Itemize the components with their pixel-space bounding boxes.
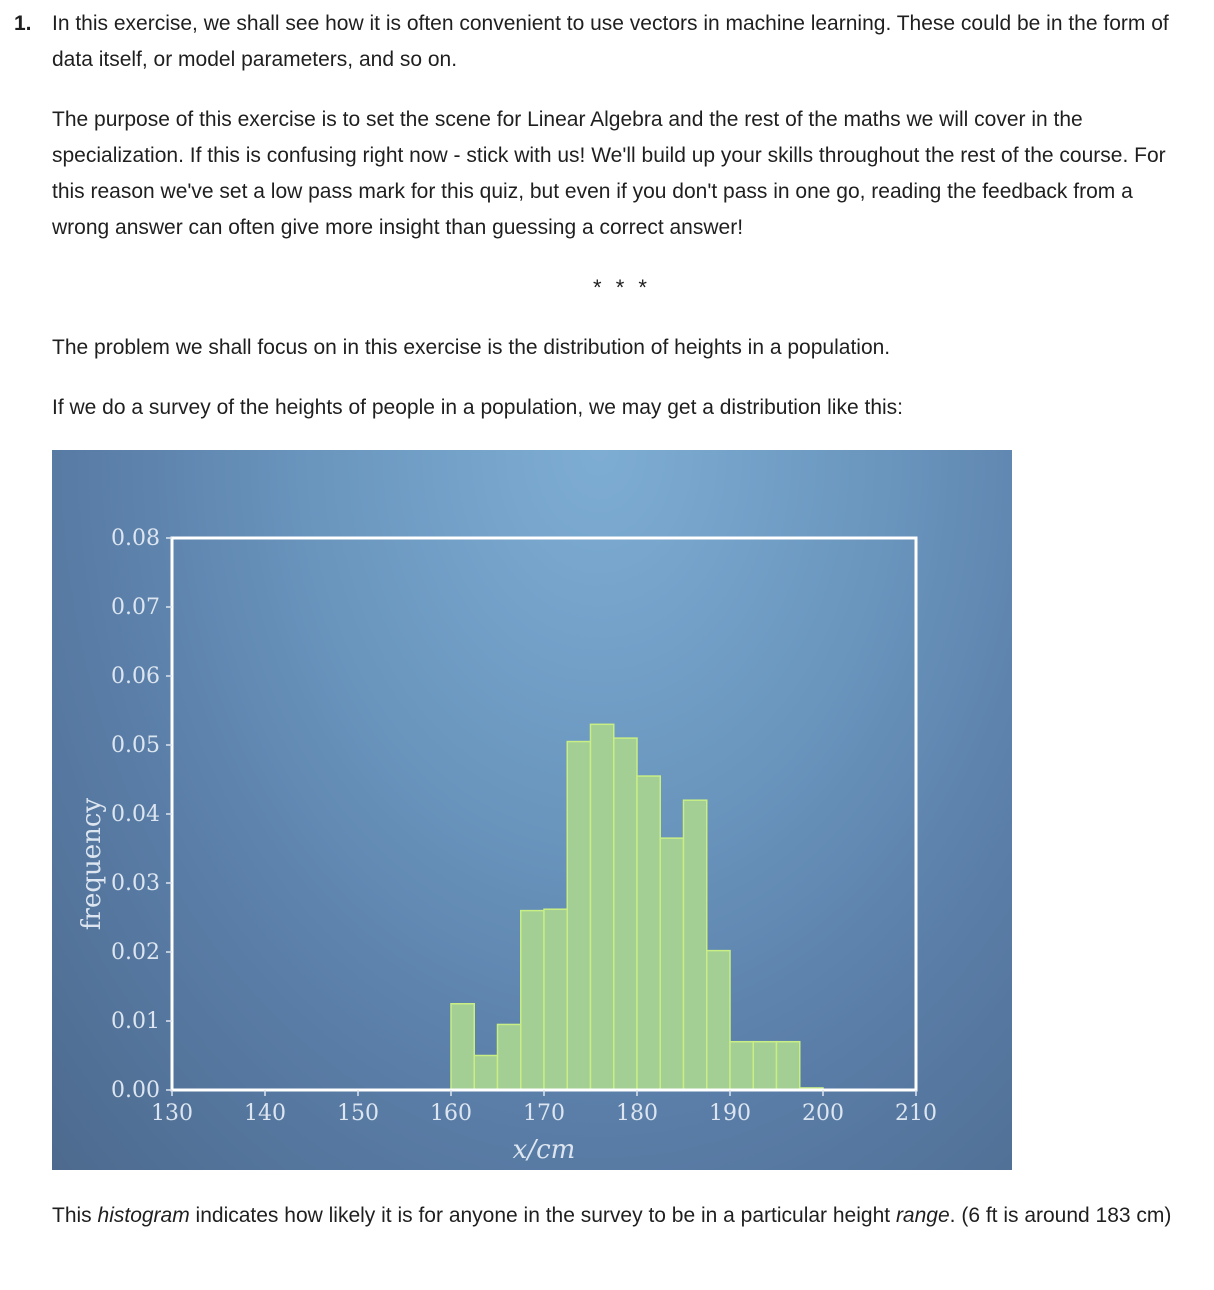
x-tick-label: 150 bbox=[337, 1101, 379, 1126]
caption-text-1: This bbox=[52, 1204, 98, 1227]
histogram-bar bbox=[543, 908, 568, 1091]
histogram-bar bbox=[636, 775, 661, 1091]
survey-paragraph: If we do a survey of the heights of peop… bbox=[52, 396, 904, 419]
x-tick-label: 180 bbox=[616, 1101, 658, 1126]
histogram-bar bbox=[682, 799, 708, 1091]
y-tick-label: 0.01 bbox=[111, 1009, 160, 1034]
histogram-bar bbox=[729, 1040, 754, 1091]
y-tick-label: 0.06 bbox=[111, 664, 160, 689]
question-number: 1. bbox=[14, 12, 32, 35]
histogram-bar bbox=[706, 949, 731, 1091]
x-tick-label: 200 bbox=[802, 1101, 844, 1126]
x-axis-label: x/cm bbox=[513, 1135, 576, 1165]
histogram-bar bbox=[589, 723, 615, 1091]
x-tick-label: 210 bbox=[895, 1101, 937, 1126]
histogram-bar bbox=[520, 909, 545, 1091]
y-tick-label: 0.05 bbox=[111, 733, 160, 758]
histogram-svg: 130 140 150 160 170 180 190 200 210 0.00 0.01 0.02 0… bbox=[77, 526, 937, 1165]
section-separator: * * * bbox=[593, 275, 651, 300]
histogram-bar bbox=[473, 1054, 499, 1091]
y-tick-label: 0.04 bbox=[111, 802, 160, 827]
x-tick-label: 130 bbox=[151, 1101, 193, 1126]
histogram-caption: This histogram indicates how likely it i… bbox=[52, 1198, 1192, 1234]
x-tick-label: 170 bbox=[523, 1101, 565, 1126]
intro-paragraph: In this exercise, we shall see how it is… bbox=[52, 12, 1169, 71]
height-histogram: 130 140 150 160 170 180 190 200 210 0.00 0.01 0.02 0… bbox=[52, 450, 1012, 1170]
y-tick-label: 0.00 bbox=[111, 1078, 160, 1103]
x-tick-label: 190 bbox=[709, 1101, 751, 1126]
histogram-bar bbox=[752, 1040, 778, 1091]
x-tick-label: 140 bbox=[244, 1101, 286, 1126]
y-tick-label: 0.08 bbox=[111, 526, 160, 551]
y-tick-label: 0.02 bbox=[111, 940, 160, 965]
caption-emphasis-range: range bbox=[895, 1204, 950, 1227]
histogram-bar bbox=[659, 837, 685, 1091]
histogram-bar bbox=[775, 1040, 801, 1091]
y-axis-label: frequency bbox=[77, 798, 107, 931]
y-tick-label: 0.07 bbox=[111, 595, 160, 620]
caption-text-2: indicates how likely it is for anyone in… bbox=[189, 1204, 896, 1227]
question-content: In this exercise, we shall see how it is… bbox=[52, 6, 1192, 1258]
caption-emphasis-histogram: histogram bbox=[97, 1204, 190, 1227]
y-tick-label: 0.03 bbox=[111, 871, 160, 896]
x-tick-label: 160 bbox=[430, 1101, 472, 1126]
purpose-paragraph: The purpose of this exercise is to set t… bbox=[52, 108, 1166, 239]
caption-text-3: . (6 ft is around 183 cm) bbox=[949, 1204, 1172, 1227]
histogram-bar bbox=[496, 1023, 522, 1091]
histogram-bar bbox=[566, 740, 592, 1091]
problem-paragraph: The problem we shall focus on in this ex… bbox=[52, 336, 891, 359]
histogram-bar bbox=[613, 737, 638, 1091]
histogram-bar bbox=[450, 1003, 475, 1091]
